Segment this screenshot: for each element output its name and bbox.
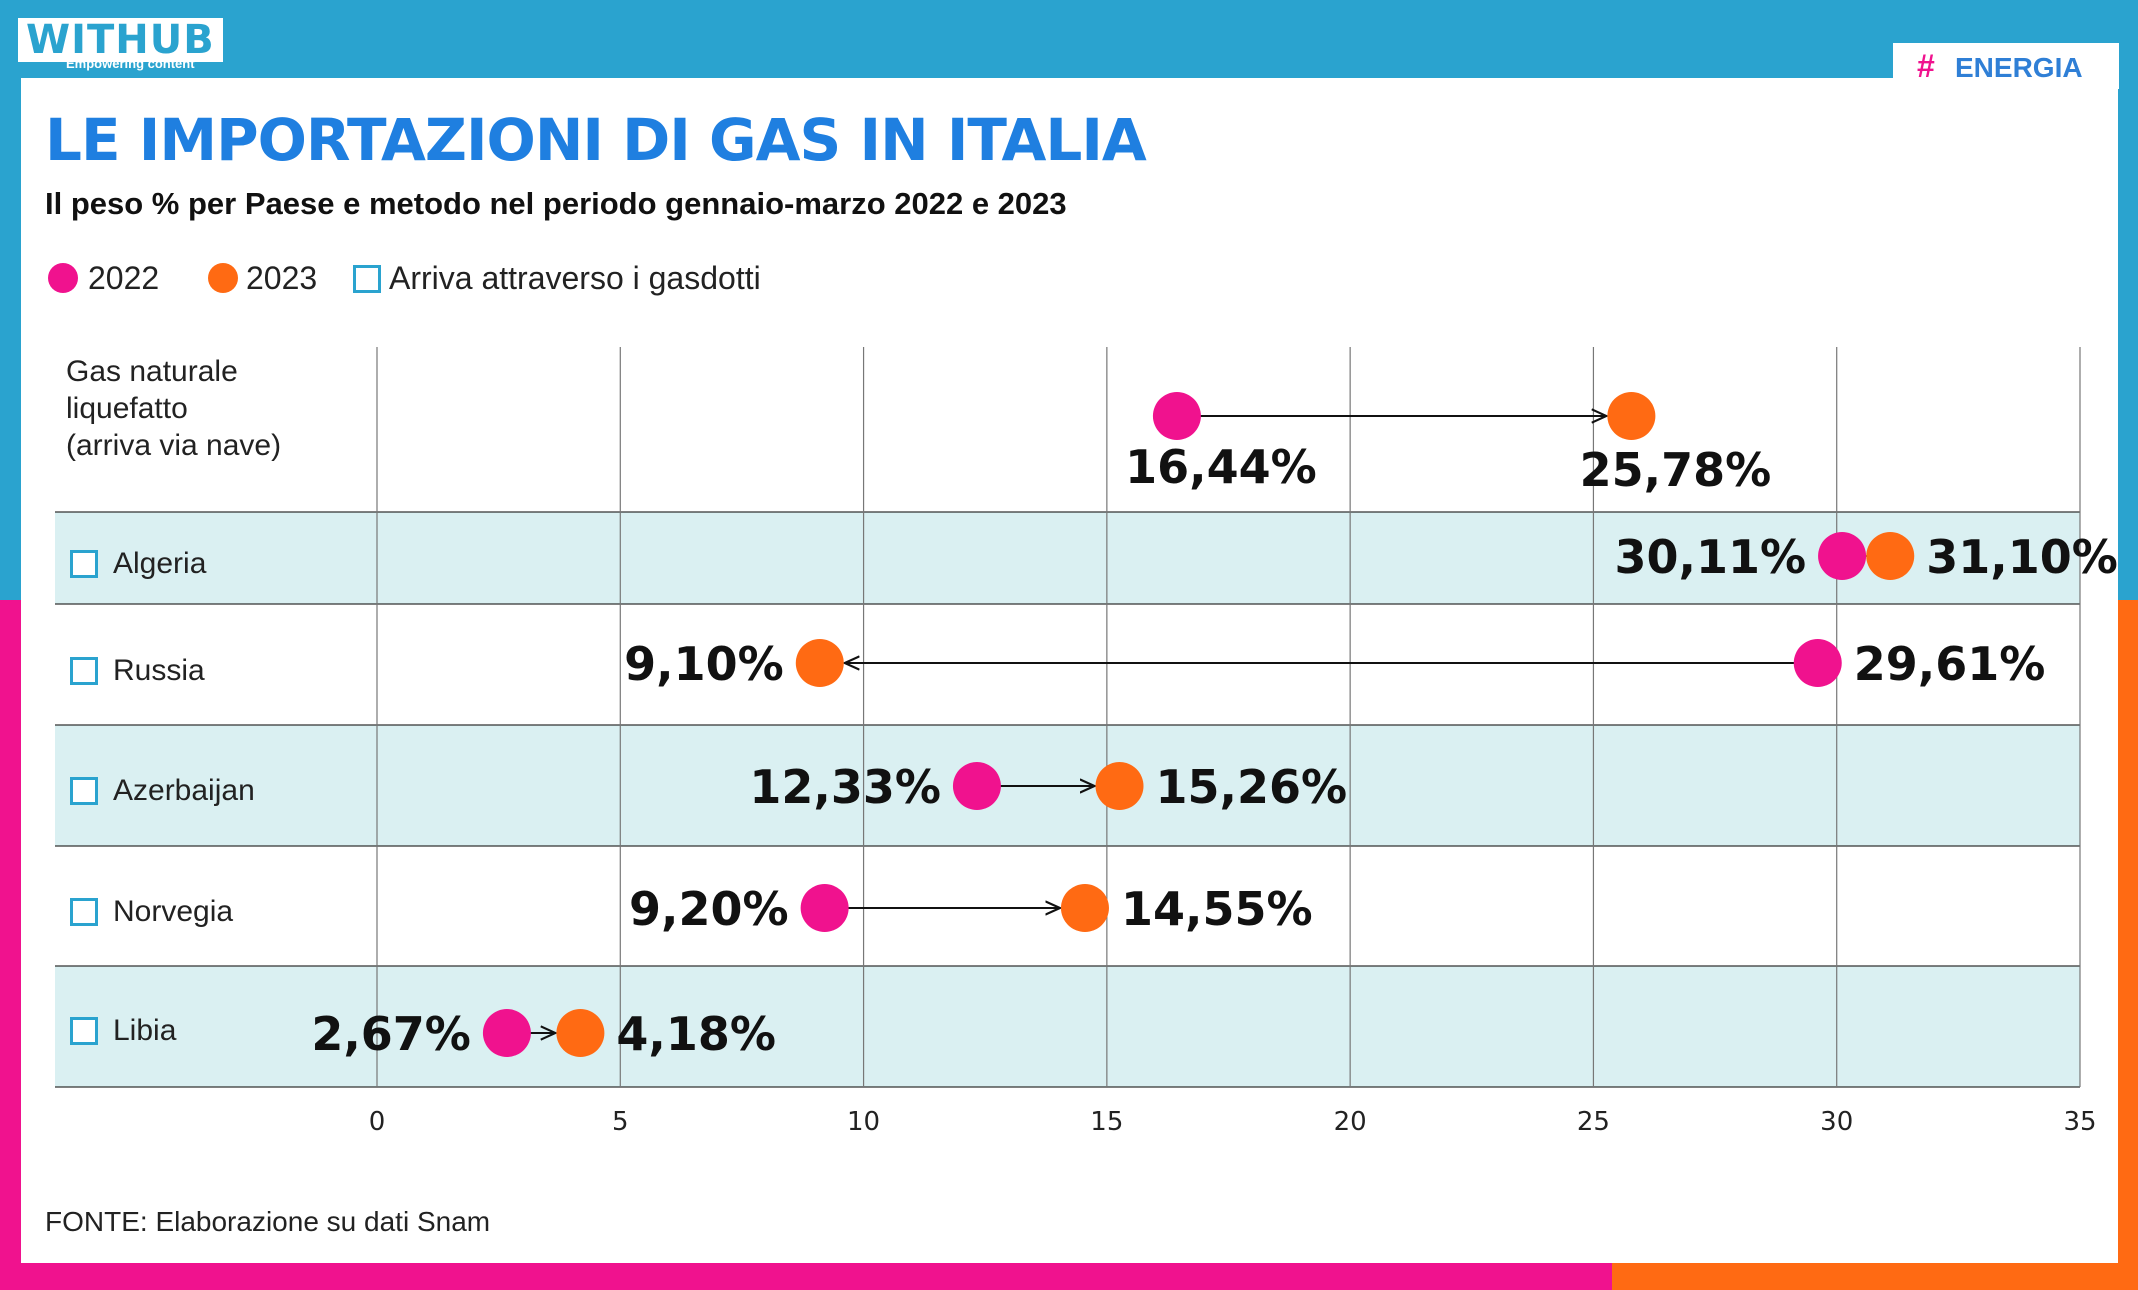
x-tick-label: 5 [612, 1107, 629, 1137]
data-label-2023: 15,26% [1156, 760, 1348, 814]
pipeline-square-icon [70, 550, 98, 578]
x-tick-label: 25 [1577, 1107, 1610, 1137]
x-tick-label: 30 [1820, 1107, 1853, 1137]
pipeline-square-icon [353, 265, 381, 293]
category-label: Algeria [113, 547, 207, 580]
data-label-2023: 4,18% [616, 1007, 776, 1061]
x-tick-label: 10 [847, 1107, 880, 1137]
pipeline-square-icon [70, 777, 98, 805]
x-tick-label: 20 [1334, 1107, 1367, 1137]
data-label-2022: 29,61% [1854, 637, 2046, 691]
dot-2023 [1060, 884, 1109, 932]
data-label-2023: 14,55% [1121, 882, 1313, 936]
dot-2022 [952, 762, 1001, 810]
x-tick-label: 15 [1090, 1107, 1123, 1137]
legend-2022-label: 2022 [88, 260, 160, 296]
category-label: Norvegia [113, 895, 234, 928]
legend-2023-dot [208, 263, 238, 293]
hash-icon: # [1917, 48, 1935, 84]
logo-tagline: Empowering content [66, 56, 195, 71]
x-tick-label: 35 [2063, 1107, 2096, 1137]
data-label-2023: 31,10% [1926, 530, 2118, 584]
chart-title: LE IMPORTAZIONI DI GAS IN ITALIA [45, 106, 1147, 174]
category-label: Libia [113, 1014, 177, 1047]
data-label-2022: 16,44% [1125, 440, 1317, 494]
data-label-2023: 9,10% [624, 637, 784, 691]
section-tag: # ENERGIA [1893, 43, 2119, 89]
chart-subtitle: Il peso % per Paese e metodo nel periodo… [45, 186, 1067, 221]
source-note: FONTE: Elaborazione su dati Snam [45, 1206, 491, 1237]
data-label-2022: 2,67% [311, 1007, 471, 1061]
row-shading [55, 966, 2080, 1087]
row-shading [55, 512, 2080, 604]
legend-2023-label: 2023 [246, 260, 318, 296]
data-label-2023: 25,78% [1580, 443, 1772, 497]
dot-2022 [800, 884, 849, 932]
category-label: Gas naturale liquefatto (arriva via nave… [66, 355, 282, 462]
dot-2022 [1152, 392, 1201, 440]
category-label: Azerbaijan [113, 774, 255, 807]
dot-2023 [795, 639, 844, 687]
legend-pipeline-label: Arriva attraverso i gasdotti [389, 260, 761, 296]
data-label-2022: 12,33% [749, 760, 941, 814]
dot-2023 [1607, 392, 1656, 440]
bottom-orange-band [1612, 1262, 2138, 1290]
dot-2023 [556, 1009, 605, 1057]
dot-2022 [1793, 639, 1842, 687]
legend-2022-dot [48, 263, 78, 293]
dot-2023 [1095, 762, 1144, 810]
dot-2022 [1818, 532, 1867, 580]
data-label-2022: 9,20% [629, 882, 789, 936]
dot-2023 [1866, 532, 1915, 580]
category-label: Russia [113, 654, 205, 687]
x-tick-label: 0 [369, 1107, 386, 1137]
data-label-2022: 30,11% [1614, 530, 1806, 584]
dot-2022 [482, 1009, 531, 1057]
pipeline-square-icon [70, 657, 98, 685]
pipeline-square-icon [70, 898, 98, 926]
withub-logo: WITHUB [18, 18, 223, 62]
pipeline-square-icon [70, 1017, 98, 1045]
section-tag-label: ENERGIA [1955, 52, 2083, 83]
